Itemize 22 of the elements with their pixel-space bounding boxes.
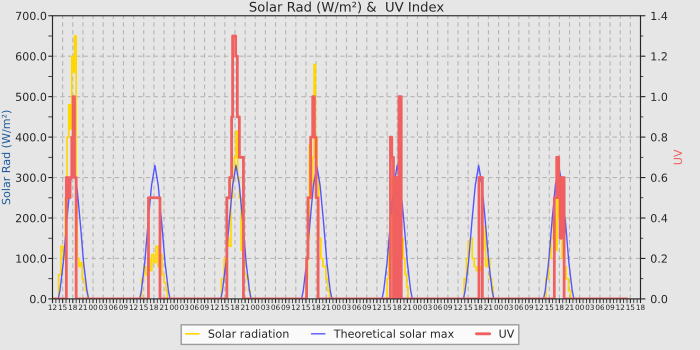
y-tick-label: 400.0 xyxy=(16,133,46,142)
y2-tick-label: 0.6 xyxy=(650,174,668,182)
chart-title: Solar Rad (W/m²) & UV Index xyxy=(250,2,444,14)
y2-tick-label: 0.4 xyxy=(650,214,668,222)
y2-axis-title: UV xyxy=(674,150,682,164)
legend-label: Solar radiation xyxy=(208,329,288,338)
y-tick-label: 500.0 xyxy=(16,92,46,102)
y-tick-label: 0.0 xyxy=(30,294,46,304)
y-tick-label: 200.0 xyxy=(16,214,46,222)
y2-tick-label: 1.4 xyxy=(651,12,668,20)
legend-label: UV xyxy=(500,330,514,338)
y-tick-label: 300.0 xyxy=(16,174,46,182)
y-tick-label: 100.0 xyxy=(16,254,46,263)
y2-tick-label: 0.0 xyxy=(650,294,668,304)
y2-tick-label: 1.0 xyxy=(651,92,668,102)
y-tick-label: 700.0 xyxy=(16,12,46,20)
y2-tick-label: 1.2 xyxy=(651,52,667,60)
y2-tick-label: 0.2 xyxy=(650,254,667,263)
y2-tick-label: 0.8 xyxy=(650,133,668,142)
y-tick-label: 600.0 xyxy=(16,52,46,61)
legend-label: Theoretical solar max xyxy=(334,329,454,338)
y-axis-title: Solar Rad (W/m²) xyxy=(2,110,12,204)
